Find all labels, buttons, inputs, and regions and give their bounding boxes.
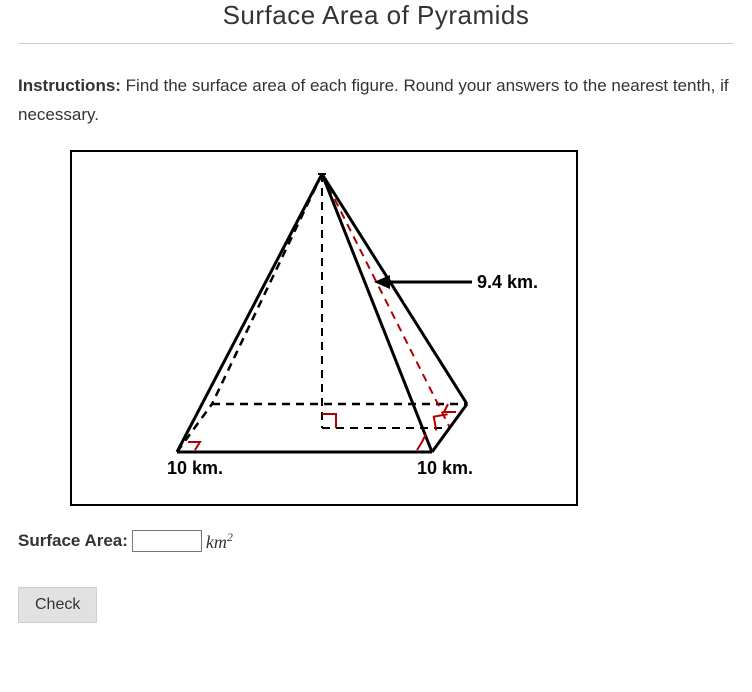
ra-front-left xyxy=(188,442,200,450)
instructions-body: Find the surface area of each figure. Ro… xyxy=(18,76,729,124)
base-left-label: 10 km. xyxy=(167,458,223,478)
answer-unit: km2 xyxy=(206,530,233,553)
pyramid-svg: 9.4 km. 10 km. 10 km. xyxy=(72,152,576,504)
surface-area-input[interactable] xyxy=(132,530,202,552)
ra-front-right xyxy=(417,434,426,450)
page-title: Surface Area of Pyramids xyxy=(18,0,734,43)
instructions-text: Instructions: Find the surface area of e… xyxy=(18,72,734,130)
slant-arrow-head xyxy=(374,275,390,289)
lateral-edge-front-left xyxy=(177,174,322,452)
instructions-label: Instructions: xyxy=(18,76,121,95)
pyramid-figure: 9.4 km. 10 km. 10 km. xyxy=(70,150,578,506)
lateral-edge-back-right xyxy=(322,174,467,404)
answer-row: Surface Area: km2 xyxy=(18,530,734,553)
unit-base: km xyxy=(206,532,227,552)
check-button[interactable]: Check xyxy=(18,587,97,623)
slant-height-label: 9.4 km. xyxy=(477,272,538,292)
ra-center xyxy=(322,414,336,428)
unit-exp: 2 xyxy=(227,530,233,544)
base-right-label: 10 km. xyxy=(417,458,473,478)
slant-height-line xyxy=(322,174,450,428)
title-divider xyxy=(18,43,734,44)
answer-label: Surface Area: xyxy=(18,531,128,551)
lateral-edge-front-right xyxy=(322,174,432,452)
